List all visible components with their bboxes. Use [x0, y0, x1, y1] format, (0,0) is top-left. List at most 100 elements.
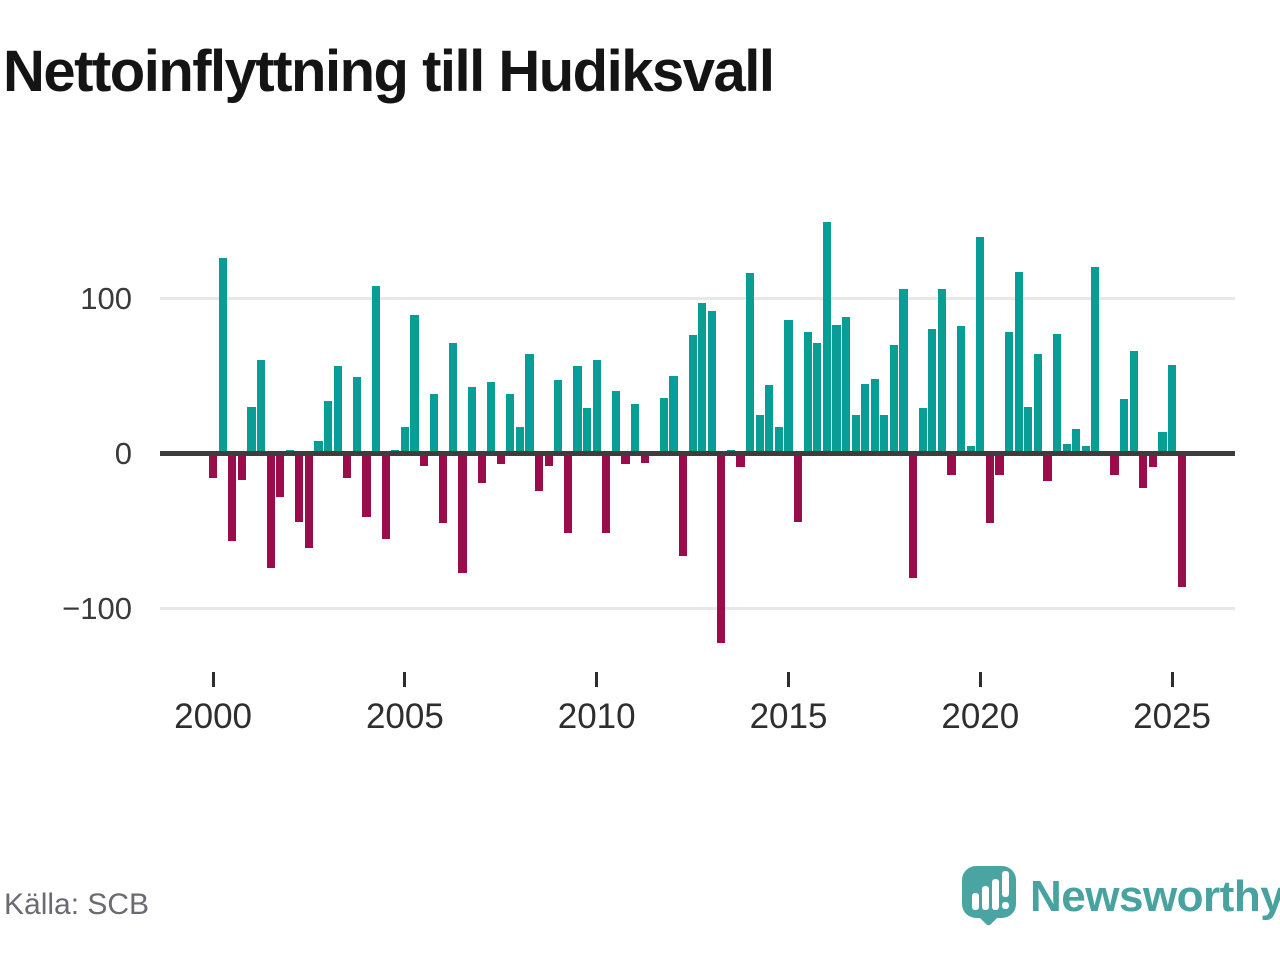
- bar: [813, 343, 822, 454]
- chart-title: Nettoinflyttning till Hudiksvall: [3, 39, 775, 104]
- bar: [1033, 354, 1042, 454]
- bar: [995, 453, 1004, 476]
- bar: [448, 343, 457, 454]
- bar: [1014, 271, 1023, 454]
- logo-chart-bar-medium: [982, 886, 989, 910]
- bar: [746, 273, 755, 454]
- zero-line: [160, 451, 1235, 456]
- x-axis-label-2005: 2005: [365, 697, 444, 736]
- bar: [410, 315, 419, 454]
- bar: [535, 453, 544, 491]
- gridline-100: [160, 296, 1235, 300]
- bar: [918, 408, 927, 454]
- bar: [717, 453, 726, 644]
- x-axis-tick-2015: [787, 672, 790, 687]
- bar: [1148, 453, 1157, 468]
- x-axis-label-2010: 2010: [557, 697, 636, 736]
- newsworthy-logo: Newsworthy: [962, 864, 1280, 944]
- bar: [765, 385, 774, 454]
- bar: [1091, 267, 1100, 454]
- bar: [506, 394, 515, 454]
- logo-chart-bar-small: [972, 893, 979, 910]
- bar: [266, 453, 275, 569]
- y-axis-label-0: 0: [114, 436, 132, 471]
- bar: [1004, 332, 1014, 454]
- bar: [793, 453, 803, 522]
- bar: [861, 383, 870, 454]
- bar: [496, 453, 505, 465]
- bar: [276, 453, 285, 497]
- bar: [755, 414, 764, 454]
- bar: [985, 453, 994, 524]
- bar: [611, 391, 620, 454]
- x-axis-label-2025: 2025: [1133, 697, 1212, 736]
- bar: [333, 366, 342, 454]
- bar: [1158, 431, 1167, 454]
- bar: [525, 354, 534, 454]
- bar: [1110, 453, 1119, 476]
- bar: [688, 335, 697, 454]
- bar: [439, 453, 448, 524]
- bar: [343, 453, 352, 479]
- bar: [1052, 333, 1062, 454]
- bar: [928, 329, 937, 454]
- bar: [621, 453, 630, 465]
- bar: [630, 403, 640, 454]
- bar: [976, 237, 985, 454]
- bar: [209, 453, 218, 479]
- bar: [698, 302, 707, 454]
- bar: [937, 288, 947, 454]
- bar: [515, 427, 525, 454]
- bar: [1177, 453, 1186, 588]
- bar: [784, 319, 793, 454]
- bar: [324, 400, 333, 454]
- bar: [1139, 453, 1148, 488]
- bar: [602, 453, 611, 533]
- bar: [851, 414, 860, 454]
- newsworthy-logo-text: Newsworthy: [1030, 872, 1280, 921]
- bar: [592, 360, 601, 454]
- bar: [1043, 453, 1052, 482]
- x-axis-tick-2005: [403, 672, 407, 687]
- x-axis-tick-2000: [211, 672, 215, 687]
- bar: [1081, 445, 1090, 454]
- bar: [573, 366, 582, 454]
- bar: [362, 453, 371, 518]
- bar: [957, 326, 966, 454]
- bar: [304, 453, 314, 549]
- x-axis-tick-2010: [595, 672, 599, 687]
- bar: [458, 453, 467, 574]
- bar: [803, 332, 812, 454]
- x-axis-tick-2020: [978, 672, 982, 687]
- bar: [736, 453, 745, 468]
- logo-exclamation-dot: [1002, 902, 1009, 909]
- bar: [583, 408, 592, 454]
- bar: [237, 453, 246, 480]
- bar: [352, 377, 362, 454]
- gridline--100: [160, 607, 1235, 611]
- bar: [314, 441, 323, 454]
- bar: [372, 285, 381, 454]
- bar: [467, 386, 477, 454]
- bar: [419, 453, 429, 466]
- source-text: Källa: SCB: [4, 888, 150, 921]
- bar: [822, 221, 831, 454]
- bar: [554, 380, 563, 454]
- bar: [1024, 406, 1033, 454]
- bar: [400, 427, 409, 454]
- bar: [487, 382, 496, 454]
- bar: [228, 453, 237, 541]
- x-axis-label-2000: 2000: [174, 697, 253, 736]
- bar: [678, 453, 688, 557]
- bar: [947, 453, 956, 476]
- bar: [1072, 428, 1081, 454]
- bar: [899, 288, 908, 454]
- bar: [1129, 350, 1138, 454]
- bar: [1120, 399, 1129, 454]
- bar: [544, 453, 553, 466]
- bar: [640, 453, 649, 463]
- bar: [381, 453, 390, 539]
- bar: [247, 406, 256, 454]
- bar: [563, 453, 573, 533]
